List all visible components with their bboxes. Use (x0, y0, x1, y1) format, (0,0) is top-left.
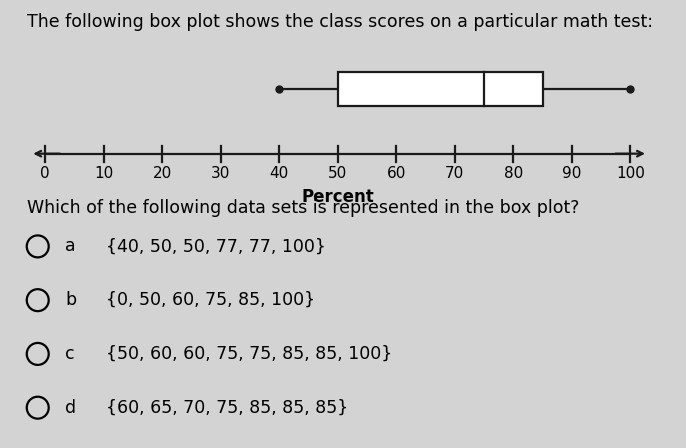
Text: b: b (65, 291, 76, 309)
Text: {0, 50, 60, 75, 85, 100}: {0, 50, 60, 75, 85, 100} (106, 291, 316, 309)
Text: {40, 50, 50, 77, 77, 100}: {40, 50, 50, 77, 77, 100} (106, 237, 327, 255)
Text: 90: 90 (562, 166, 582, 181)
Text: 30: 30 (211, 166, 230, 181)
Text: 60: 60 (386, 166, 406, 181)
Bar (338, 72, 543, 106)
Text: 80: 80 (504, 166, 523, 181)
Text: 70: 70 (445, 166, 464, 181)
Text: a: a (65, 237, 75, 255)
Text: The following box plot shows the class scores on a particular math test:: The following box plot shows the class s… (27, 13, 654, 31)
Text: d: d (65, 399, 76, 417)
Text: c: c (65, 345, 75, 363)
Text: 10: 10 (94, 166, 113, 181)
Text: 20: 20 (152, 166, 172, 181)
Text: {60, 65, 70, 75, 85, 85, 85}: {60, 65, 70, 75, 85, 85, 85} (106, 399, 348, 417)
Text: 0: 0 (40, 166, 50, 181)
Text: Percent: Percent (301, 188, 374, 206)
Text: 100: 100 (616, 166, 645, 181)
Text: 40: 40 (270, 166, 289, 181)
Text: 50: 50 (328, 166, 347, 181)
Text: Which of the following data sets is represented in the box plot?: Which of the following data sets is repr… (27, 199, 580, 217)
Text: {50, 60, 60, 75, 75, 85, 85, 100}: {50, 60, 60, 75, 75, 85, 85, 100} (106, 345, 392, 363)
